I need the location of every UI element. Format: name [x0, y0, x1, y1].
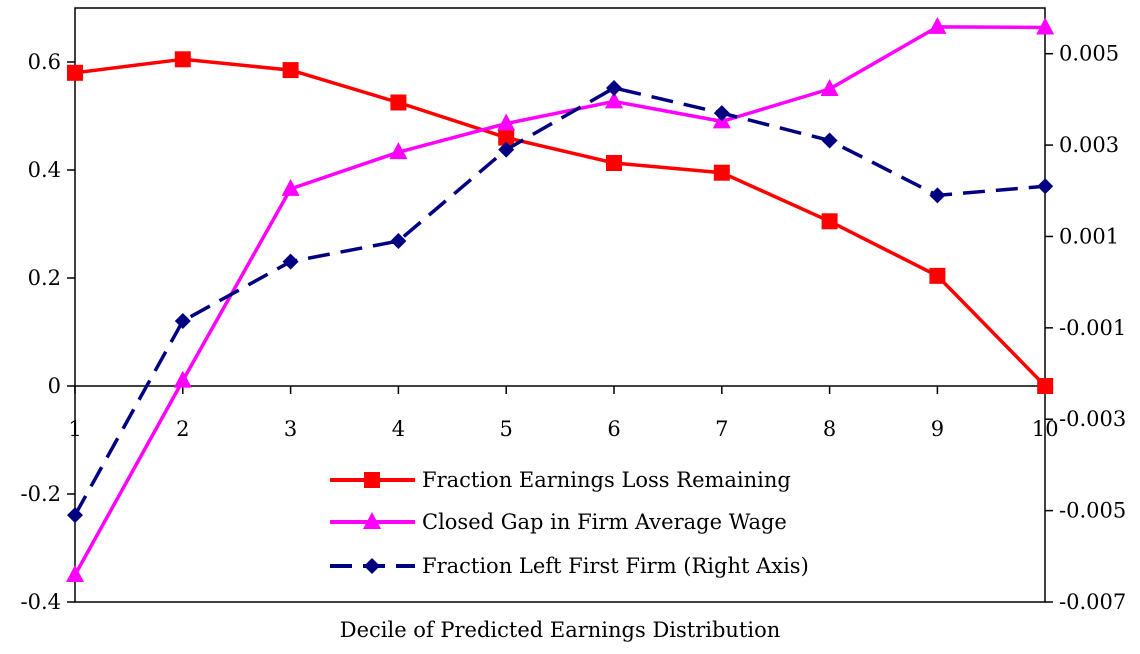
x-tick-label: 5: [500, 417, 513, 441]
legend-label-3: Fraction Left First Firm (Right Axis): [422, 554, 809, 578]
series-2-point: [281, 178, 300, 196]
legend-marker-1: [364, 472, 380, 488]
series-2-point: [66, 565, 84, 582]
y2-tick-label: 0.001: [1059, 224, 1119, 248]
series-1-point: [929, 267, 946, 284]
series-3-point: [282, 253, 299, 270]
series-line-2: [73, 25, 1046, 576]
x-tick-label: 6: [607, 417, 620, 441]
x-tick-label: 4: [392, 417, 405, 441]
legend-marker-3: [364, 558, 380, 574]
series-2-point: [1036, 17, 1055, 35]
x-tick-label: 3: [284, 417, 297, 441]
legend-label-2: Closed Gap in Firm Average Wage: [422, 510, 787, 534]
series-2-point: [389, 142, 408, 160]
y2-tick-label: -0.001: [1059, 316, 1126, 340]
series-1-point: [390, 94, 407, 111]
series-2-point: [820, 79, 839, 96]
series-1-point: [174, 51, 191, 68]
series-1-point: [282, 62, 299, 79]
y2-tick-label: -0.007: [1059, 590, 1126, 614]
y2-tick-label: 0.005: [1059, 42, 1119, 66]
y-tick-label: -0.4: [21, 590, 62, 614]
series-1-point: [606, 154, 622, 171]
y2-tick-label: 0.003: [1059, 133, 1119, 157]
x-tick-label: 9: [931, 417, 944, 441]
y-tick-label: -0.2: [21, 482, 62, 506]
series-2-point: [605, 91, 623, 109]
x-tick-label: 7: [715, 417, 728, 441]
legend-label-1: Fraction Earnings Loss Remaining: [422, 468, 791, 492]
series-3-point: [390, 233, 407, 250]
series-2-point: [173, 370, 192, 388]
legend-marker-2: [363, 512, 381, 529]
series-1-point: [67, 64, 83, 81]
x-tick-label: 2: [176, 417, 189, 441]
x-tick-label: 8: [823, 417, 836, 441]
series-3-point: [174, 312, 191, 329]
series-3-point: [498, 141, 515, 158]
series-3-point: [67, 507, 83, 524]
series-3-point: [821, 132, 838, 149]
y-tick-label: 0.6: [28, 50, 61, 74]
y-tick-label: 0.4: [28, 158, 61, 182]
series-3-point: [606, 79, 622, 96]
series-2-point: [928, 16, 947, 34]
x-axis-title: Decile of Predicted Earnings Distributio…: [340, 618, 781, 642]
series-line-1: [74, 57, 1047, 388]
y-tick-label: 0.2: [28, 266, 61, 290]
plot-area-frame: [74, 7, 1046, 603]
series-2-point: [497, 113, 516, 131]
series-3-point: [929, 187, 946, 204]
series-1-point: [821, 213, 838, 230]
y-tick-label: 0: [48, 374, 61, 398]
y2-tick-label: -0.005: [1059, 499, 1126, 523]
x-tick-label: 10: [1032, 417, 1059, 441]
series-line-3: [73, 86, 1046, 517]
x-tick-label: 1: [68, 417, 81, 441]
series-1-point: [713, 164, 730, 181]
series-1-point: [498, 129, 515, 146]
y2-tick-label: -0.003: [1059, 407, 1126, 431]
series-3-point: [1037, 178, 1054, 195]
series-1-point: [1037, 378, 1054, 394]
series-3-point: [713, 105, 730, 122]
